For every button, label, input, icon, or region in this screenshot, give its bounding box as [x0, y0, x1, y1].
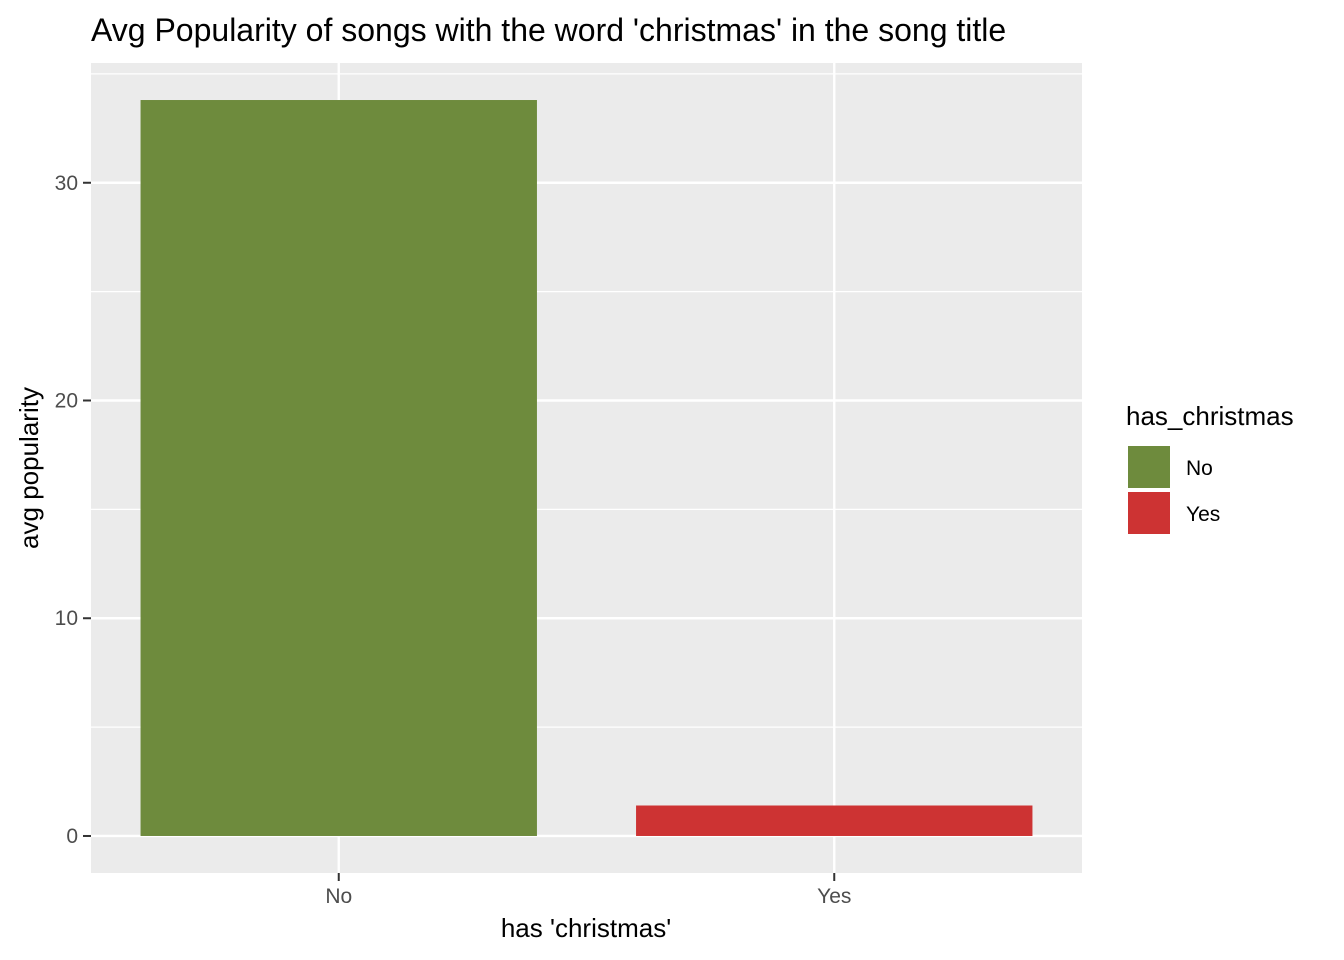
legend-key-yes: [1126, 490, 1172, 536]
legend: has_christmas No Yes: [1126, 401, 1294, 536]
legend-items: No Yes: [1126, 444, 1220, 536]
x-axis: No Yes: [325, 873, 851, 908]
y-tick-label: 30: [55, 172, 78, 195]
legend-title: has_christmas: [1126, 401, 1294, 431]
y-tick-label: 20: [55, 390, 78, 413]
y-axis: 0 10 20 30: [55, 172, 91, 848]
legend-label: No: [1186, 457, 1213, 480]
y-tick-label: 10: [55, 607, 78, 630]
bar-no: [140, 100, 537, 836]
y-tick-label: 0: [66, 825, 78, 848]
x-axis-title: has 'christmas': [501, 913, 671, 943]
bars: [140, 100, 1033, 836]
chart-title: Avg Popularity of songs with the word 'c…: [91, 12, 1006, 48]
legend-key-no: [1126, 444, 1172, 490]
y-axis-title: avg popularity: [14, 387, 44, 549]
legend-label: Yes: [1186, 503, 1220, 526]
x-tick-label: No: [325, 885, 352, 908]
x-tick-label: Yes: [817, 885, 851, 908]
bar-yes: [636, 805, 1033, 836]
